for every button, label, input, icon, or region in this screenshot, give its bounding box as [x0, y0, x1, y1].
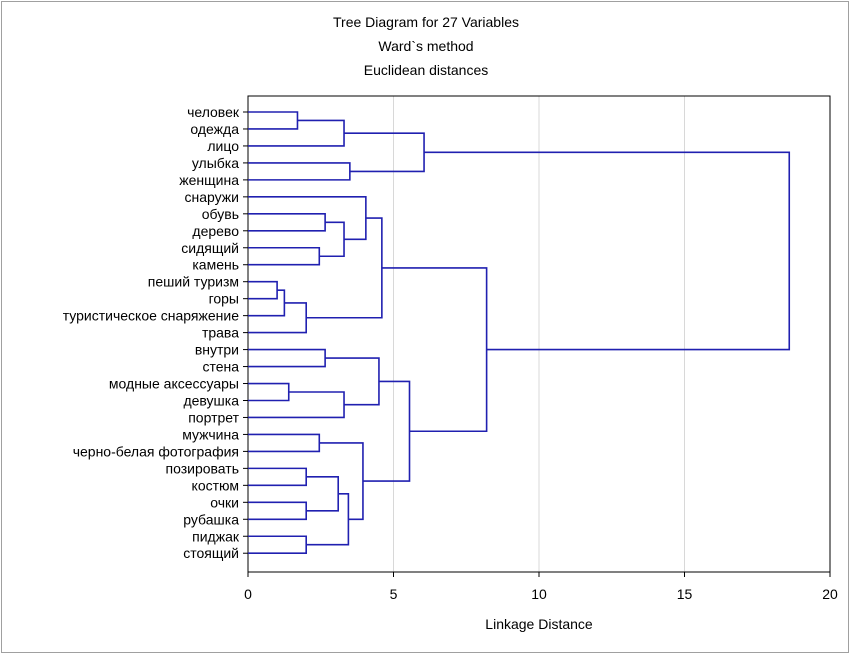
leaf-label: пиджак: [192, 528, 240, 544]
leaf-label: костюм: [192, 477, 239, 493]
dendrogram-link: [424, 151, 791, 351]
dendrogram-links: [248, 111, 791, 555]
leaf-label: очки: [210, 494, 239, 510]
dendrogram-link: [248, 289, 286, 317]
dendrogram-link: [319, 221, 345, 258]
x-tick-label: 10: [531, 586, 547, 602]
leaf-label: портрет: [188, 409, 239, 425]
leaf-label: черно-белая фотография: [73, 443, 239, 459]
dendrogram-link: [248, 246, 321, 266]
leaf-label: пеший туризм: [148, 274, 239, 290]
leaf-label: снаружи: [185, 189, 240, 205]
dendrogram-link: [325, 357, 380, 406]
grid-layer: [393, 96, 685, 572]
x-tick-label: 15: [677, 586, 693, 602]
dendrogram-link: [248, 213, 326, 232]
leaf-label: девушка: [183, 392, 239, 408]
dendrogram-link: [248, 280, 278, 300]
leaf-label: модные аксессуары: [109, 376, 239, 392]
dendrogram-link: [248, 433, 321, 453]
leaf-label: дерево: [192, 223, 239, 239]
leaf-label: женщина: [179, 172, 239, 188]
x-axis: 0 5 10 15 20: [244, 572, 838, 602]
dendrogram-link: [248, 391, 345, 419]
dendrogram-link: [248, 162, 351, 181]
leaf-label: стена: [202, 359, 239, 375]
leaf-label: туристическое снаряжение: [63, 308, 240, 324]
leaf-label: рубашка: [183, 511, 239, 527]
leaf-label: улыбка: [192, 155, 239, 171]
leaf-label: мужчина: [182, 426, 239, 442]
dendrogram-link: [319, 442, 364, 521]
chart-title: Tree Diagram for 27 Variables: [333, 14, 519, 30]
x-tick-label: 5: [390, 586, 398, 602]
leaf-label: горы: [209, 291, 239, 307]
dendrogram-link: [381, 267, 488, 433]
x-axis-label: Linkage Distance: [485, 616, 593, 632]
dendrogram-link: [248, 382, 290, 402]
dendrogram-link: [306, 476, 340, 512]
dendrogram-link: [248, 119, 345, 147]
leaf-label: трава: [202, 325, 239, 341]
leaf-label: одежда: [190, 121, 239, 137]
leaf-label: стоящий: [183, 545, 239, 561]
dendrogram-link: [248, 467, 307, 487]
leaf-label: лицо: [207, 138, 239, 154]
leaf-label: внутри: [195, 342, 239, 358]
dendrogram-link: [248, 196, 367, 241]
dendrogram-link: [344, 132, 425, 173]
x-tick-label: 0: [244, 586, 252, 602]
dendrogram-link: [248, 348, 326, 368]
leaf-label: сидящий: [181, 240, 239, 256]
dendrogram-link: [248, 501, 307, 521]
dendrogram-link: [306, 493, 350, 546]
dendrogram-link: [248, 111, 299, 130]
leaf-label: человек: [187, 104, 240, 120]
dendrogram-link: [248, 535, 307, 555]
leaf-labels: человекодеждалицоулыбкаженщинаснаружиобу…: [63, 104, 248, 561]
chart-subtitle-method: Ward`s method: [378, 38, 474, 54]
x-tick-label: 20: [822, 586, 838, 602]
dendrogram-link: [248, 302, 307, 334]
leaf-label: камень: [192, 257, 239, 273]
dendrogram-link: [362, 380, 411, 482]
leaf-label: обувь: [202, 206, 239, 222]
chart-subtitle-distance: Euclidean distances: [363, 62, 489, 78]
leaf-label: позировать: [166, 460, 240, 476]
